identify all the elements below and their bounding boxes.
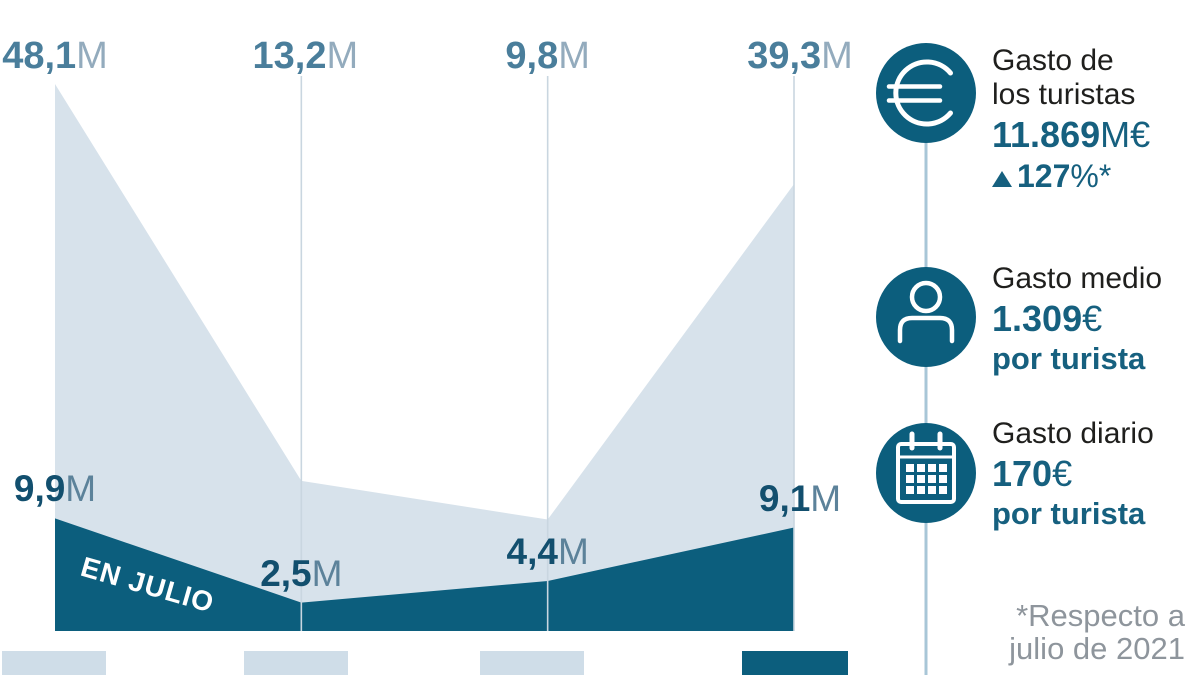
area-series-total xyxy=(55,84,794,631)
year-block xyxy=(2,651,106,675)
stat-subtext: por turista xyxy=(992,496,1146,531)
stat-title: Gasto diario xyxy=(992,417,1154,450)
stat-value: 170€ xyxy=(992,453,1073,494)
julio-point-label-1: 9,9M xyxy=(13,468,97,510)
total-point-label-1: 48,1M xyxy=(2,35,108,77)
euro-coin-icon xyxy=(876,43,976,143)
julio-point-label-3: 4,4M xyxy=(506,530,589,572)
footnote: *Respecto a julio de 2021 xyxy=(1009,599,1185,665)
gridlines xyxy=(300,76,795,631)
julio-point-label-2: 2,5M xyxy=(260,552,343,594)
footnote-line: *Respecto a xyxy=(1016,598,1185,633)
stat-change: 127%* xyxy=(992,158,1198,194)
total-point-label-4: 39,3M xyxy=(747,35,853,77)
stat-title: los turistas xyxy=(992,78,1136,111)
julio-point-label-4: 9,1M xyxy=(758,477,842,519)
total-point-label-2: 13,2M xyxy=(252,35,359,77)
stat-subtext: por turista xyxy=(992,341,1146,376)
calendar-grid-dots xyxy=(906,464,947,494)
stat-gasto-turistas: Gasto de los turistas 11.869M€ 127%* xyxy=(992,44,1198,194)
up-triangle-icon xyxy=(992,171,1012,187)
year-axis-blocks xyxy=(2,651,848,675)
year-block xyxy=(244,651,348,675)
person-icon xyxy=(876,267,976,367)
stat-title: Gasto de xyxy=(992,44,1114,77)
stat-value: 11.869M€ xyxy=(992,114,1151,155)
calendar-icon xyxy=(876,423,976,523)
year-block xyxy=(742,651,848,675)
stat-title: Gasto medio xyxy=(992,262,1163,295)
stat-gasto-diario: Gasto diario 170€ por turista xyxy=(992,417,1198,531)
footnote-line: julio de 2021 xyxy=(1009,631,1185,666)
total-point-label-3: 9,8M xyxy=(505,35,590,77)
year-block xyxy=(480,651,584,675)
stat-gasto-medio: Gasto medio 1.309€ por turista xyxy=(992,262,1198,376)
area-series-en-julio xyxy=(55,518,794,631)
stat-value: 1.309€ xyxy=(992,298,1103,339)
